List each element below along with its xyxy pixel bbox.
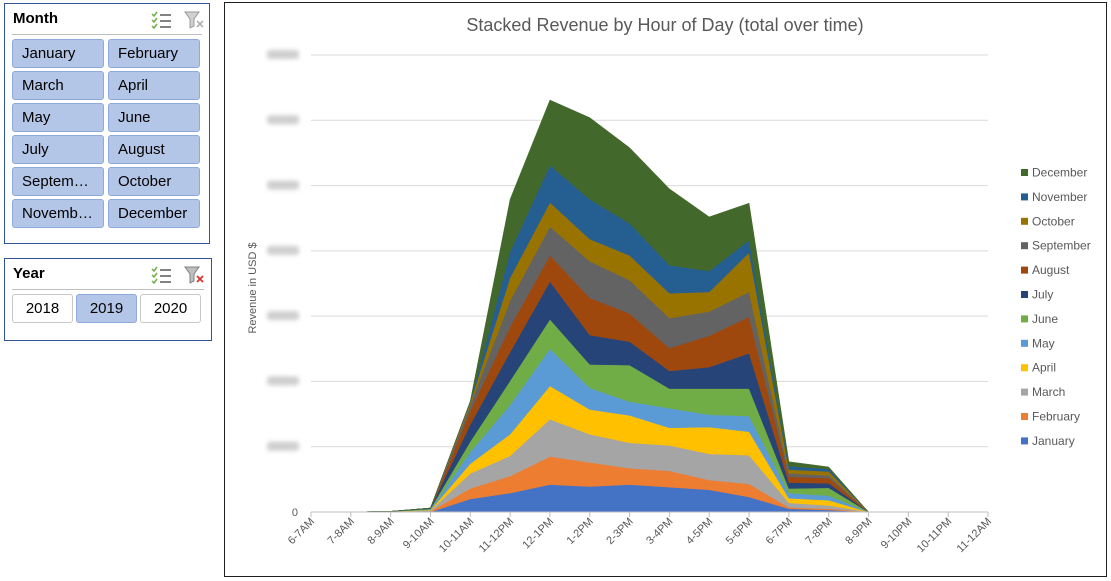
legend-swatch-may xyxy=(1021,339,1028,347)
month-button-4[interactable]: April xyxy=(108,71,200,100)
x-tick-label: 5-6PM xyxy=(724,516,755,547)
month-slicer-title: Month xyxy=(13,10,58,27)
x-tick-label: 10-11PM xyxy=(915,516,954,555)
x-tick-label: 8-9PM xyxy=(843,516,874,547)
clear-filter-icon[interactable] xyxy=(184,11,206,29)
legend-label-march: March xyxy=(1032,385,1065,399)
legend-label-february: February xyxy=(1032,410,1080,424)
month-button-7[interactable]: July xyxy=(12,135,104,164)
legend-swatch-august xyxy=(1021,266,1028,274)
month-button-8[interactable]: August xyxy=(108,135,200,164)
x-tick-label: 2-3PM xyxy=(604,516,635,547)
legend-swatch-january xyxy=(1021,437,1028,445)
month-button-3[interactable]: March xyxy=(12,71,104,100)
legend-swatch-april xyxy=(1021,364,1028,372)
month-button-12[interactable]: December xyxy=(108,199,200,228)
multi-select-icon[interactable] xyxy=(150,11,172,29)
legend: December November October September August Ju… xyxy=(1021,166,1091,448)
y-tick-label-hidden xyxy=(267,376,299,386)
legend-swatch-june xyxy=(1021,315,1028,323)
y-tick-label-zero: 0 xyxy=(292,507,298,519)
legend-label-december: December xyxy=(1032,166,1087,180)
year-button-2020[interactable]: 2020 xyxy=(140,294,201,323)
month-slicer-header: Month xyxy=(12,4,204,35)
area-january xyxy=(311,484,988,513)
y-tick-label-hidden xyxy=(267,311,299,321)
area-series xyxy=(311,99,988,513)
legend-swatch-december xyxy=(1021,169,1028,176)
area-december xyxy=(311,99,988,513)
chart-title: Stacked Revenue by Hour of Day (total ov… xyxy=(466,15,863,35)
x-tick-label: 4-5PM xyxy=(684,516,715,547)
chart-canvas: Stacked Revenue by Hour of Day (total ov… xyxy=(247,15,1091,555)
legend-label-october: October xyxy=(1032,214,1075,228)
month-button-6[interactable]: June xyxy=(108,103,200,132)
month-button-11[interactable]: Novemb… xyxy=(12,199,104,228)
year-slicer-title: Year xyxy=(13,265,45,282)
month-button-9[interactable]: Septem… xyxy=(12,167,104,196)
legend-swatch-march xyxy=(1021,388,1028,396)
multi-select-icon[interactable] xyxy=(150,266,172,284)
legend-label-august: August xyxy=(1032,263,1070,277)
x-tick-label: 7-8AM xyxy=(326,516,357,547)
axes: 06-7AM 7-8AM 8-9AM 9-10AM 10-11AM 11-12PM 12-1… xyxy=(286,507,994,555)
month-button-10[interactable]: October xyxy=(108,167,200,196)
y-axis-title: Revenue in USD $ xyxy=(247,242,259,333)
month-slicer: Month January February March April May June Ju… xyxy=(4,3,210,244)
year-slicer-header: Year xyxy=(12,259,204,290)
month-button-2[interactable]: February xyxy=(108,39,200,68)
legend-label-june: June xyxy=(1032,312,1058,326)
x-tick-label: 6-7PM xyxy=(764,516,795,547)
y-tick-label-hidden xyxy=(267,180,299,190)
x-tick-label: 11-12PM xyxy=(477,516,516,555)
x-tick-label: 11-12AM xyxy=(955,516,994,555)
y-tick-label-hidden xyxy=(267,245,299,255)
legend-label-january: January xyxy=(1032,434,1075,448)
x-tick-label: 7-8PM xyxy=(803,516,834,547)
legend-swatch-october xyxy=(1021,217,1028,225)
legend-label-july: July xyxy=(1032,288,1053,302)
x-tick-label: 3-4PM xyxy=(644,516,675,547)
clear-filter-icon[interactable] xyxy=(184,266,206,284)
legend-label-november: November xyxy=(1032,190,1087,204)
legend-swatch-september xyxy=(1021,242,1028,250)
y-tick-label-hidden xyxy=(267,50,299,59)
month-button-5[interactable]: May xyxy=(12,103,104,132)
y-tick-label-hidden xyxy=(267,441,299,451)
x-tick-label: 10-11AM xyxy=(437,516,476,555)
x-tick-label: 9-10AM xyxy=(401,516,437,552)
month-button-1[interactable]: January xyxy=(12,39,104,68)
y-tick-label-hidden xyxy=(267,115,299,125)
year-slicer: Year 2018 2019 2020 xyxy=(4,258,212,341)
legend-label-april: April xyxy=(1032,361,1056,375)
legend-label-may: May xyxy=(1032,336,1055,350)
x-tick-label: 12-1PM xyxy=(520,516,556,552)
x-tick-label: 8-9AM xyxy=(365,516,396,547)
x-tick-label: 6-7AM xyxy=(286,516,317,547)
x-tick-label: 9-10PM xyxy=(879,516,915,552)
year-button-2019[interactable]: 2019 xyxy=(76,294,137,323)
legend-swatch-november xyxy=(1021,193,1028,201)
legend-swatch-july xyxy=(1021,291,1028,298)
year-button-2018[interactable]: 2018 xyxy=(12,294,73,323)
x-tick-label: 1-2PM xyxy=(564,516,595,547)
legend-label-september: September xyxy=(1032,239,1091,253)
legend-swatch-february xyxy=(1021,413,1028,420)
revenue-chart[interactable]: Stacked Revenue by Hour of Day (total ov… xyxy=(224,2,1107,577)
